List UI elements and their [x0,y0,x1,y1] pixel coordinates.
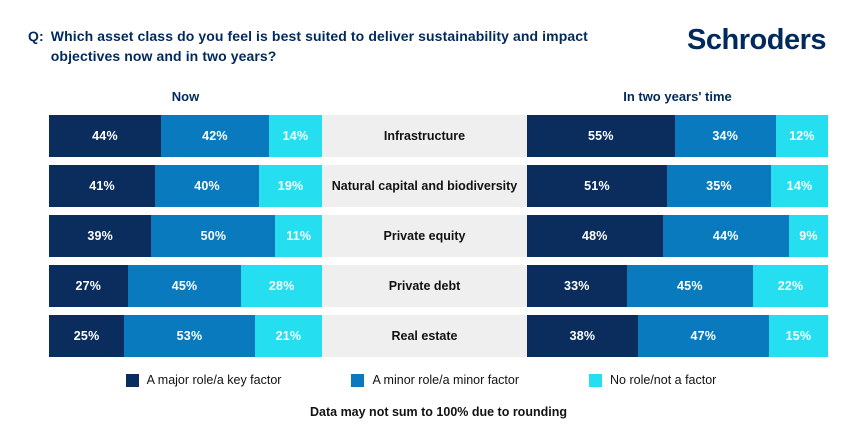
stacked-bar-now: 44% 42% 14% [49,115,322,157]
legend-label: No role/not a factor [610,373,717,387]
category-label: Real estate [322,315,527,357]
category-label: Natural capital and biodiversity [322,165,527,207]
footnote: Data may not sum to 100% due to rounding [310,405,567,419]
bar-segment: 33% [527,265,627,307]
stacked-bar-now: 27% 45% 28% [49,265,322,307]
bar-segment: 50% [151,215,276,257]
legend-item: A minor role/a minor factor [351,373,519,387]
chart-row: 25% 53% 21% Real estate 38% 47% 15% [49,315,829,357]
legend-item: No role/not a factor [589,373,716,387]
panel-header-now: Now [171,89,200,104]
legend-label: A major role/a key factor [146,373,282,387]
schroders-logo: Schroders [687,24,826,56]
bar-segment: 45% [626,265,754,307]
bar-segment: 14% [268,115,322,157]
bar-segment: 25% [49,315,125,357]
stacked-bar-future: 38% 47% 15% [527,315,829,357]
bar-segment: 42% [160,115,269,157]
bar-segment: 48% [527,215,663,257]
bar-segment: 41% [49,165,156,207]
category-label: Private equity [322,215,527,257]
stacked-bar-now: 39% 50% 11% [49,215,322,257]
bar-segment: 55% [527,115,675,157]
legend-item: A major role/a key factor [125,373,282,387]
chart-row: 44% 42% 14% Infrastructure 55% 34% 12% [49,115,828,157]
bar-segment: 47% [637,315,769,357]
bar-segment: 9% [788,215,828,257]
stacked-bar-now: 41% 40% 19% [49,165,322,207]
bar-segment: 15% [768,315,829,357]
bar-segment: 34% [674,115,776,157]
bar-segment: 35% [666,165,771,207]
chart-row: 41% 40% 19% Natural capital and biodiversit… [49,165,828,207]
bar-segment: 38% [527,315,638,357]
legend-swatch-icon [125,373,139,387]
category-label: Private debt [322,265,527,307]
panel-header-future: In two years' time [623,89,732,104]
legend-swatch-icon [351,373,365,387]
category-label: Infrastructure [322,115,527,157]
bar-segment: 44% [49,115,161,157]
bar-segment: 22% [753,265,829,307]
bar-segment: 12% [775,115,828,157]
stacked-bar-future: 51% 35% 14% [527,165,828,207]
bar-segment: 27% [49,265,128,307]
stacked-bar-future: 48% 44% 9% [527,215,828,257]
chart-rows: 44% 42% 14% Infrastructure 55% 34% 12% 41% 40% 19… [49,115,829,365]
legend-swatch-icon [589,373,603,387]
bar-segment: 45% [127,265,242,307]
chart-row: 39% 50% 11% Private equity 48% 44% 9% [49,215,828,257]
bar-segment: 39% [49,215,152,257]
bar-segment: 40% [155,165,260,207]
question-prefix: Q: [28,28,44,44]
bar-segment: 51% [527,165,667,207]
question-text: Which asset class do you feel is best su… [50,28,588,64]
bar-segment: 21% [254,315,323,357]
bar-segment: 11% [275,215,322,257]
chart-row: 27% 45% 28% Private debt 33% 45% 22% [49,265,829,307]
legend-label: A minor role/a minor factor [372,373,520,387]
bar-segment: 14% [770,165,828,207]
bar-segment: 28% [241,265,322,307]
stacked-bar-now: 25% 53% 21% [49,315,323,357]
bar-segment: 53% [124,315,255,357]
legend: A major role/a key factor A minor role/a … [0,373,842,387]
stacked-bar-future: 33% 45% 22% [527,265,829,307]
bar-segment: 19% [259,165,322,207]
chart-question: Q: Which asset class do you feel is best… [28,27,628,66]
stacked-bar-future: 55% 34% 12% [527,115,828,157]
bar-segment: 44% [662,215,789,257]
